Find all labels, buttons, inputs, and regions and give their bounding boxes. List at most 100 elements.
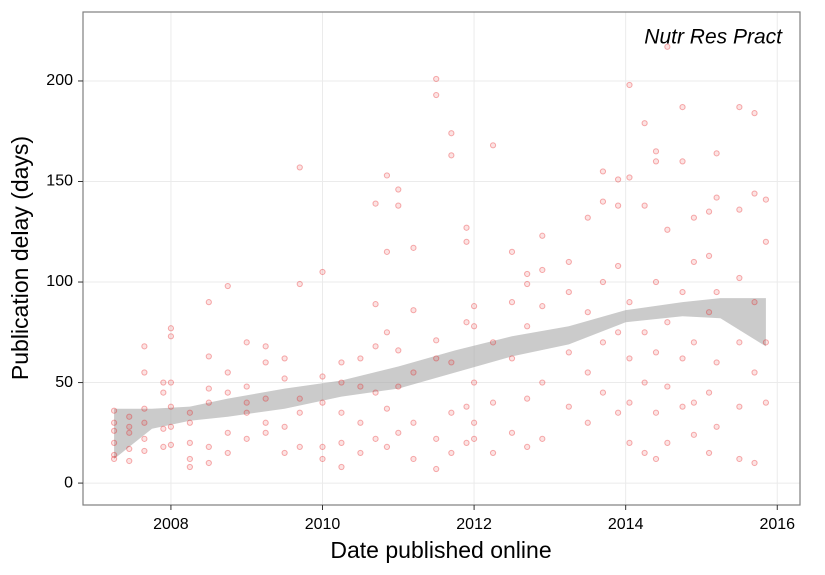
y-tick-label: 50 [55, 374, 73, 391]
point [186, 419, 193, 426]
x-tick-label: 2016 [759, 516, 795, 533]
point [762, 339, 769, 346]
point [664, 383, 671, 390]
point [281, 423, 288, 430]
point [713, 423, 720, 430]
point [448, 359, 455, 366]
point [679, 158, 686, 165]
point [383, 329, 391, 336]
point [690, 399, 697, 406]
point [110, 455, 118, 463]
point [141, 369, 148, 376]
point [679, 355, 686, 362]
x-tick-label: 2008 [153, 516, 189, 533]
point [167, 379, 175, 386]
point [383, 443, 391, 450]
point [433, 337, 440, 344]
point [652, 278, 660, 286]
point [463, 238, 470, 245]
point [762, 196, 769, 203]
point [448, 449, 455, 457]
point [524, 270, 531, 278]
point [126, 429, 133, 436]
point [614, 176, 622, 183]
point [524, 323, 531, 330]
point [705, 449, 713, 457]
point [614, 409, 622, 416]
point [679, 403, 686, 410]
point [205, 459, 212, 467]
point [126, 445, 133, 453]
point [652, 158, 660, 165]
point [489, 142, 497, 149]
point [539, 232, 546, 239]
point [470, 323, 478, 330]
point [736, 403, 743, 410]
point [167, 325, 175, 332]
point [372, 435, 379, 442]
point [762, 238, 769, 245]
point [205, 385, 212, 392]
point [433, 355, 440, 362]
point [110, 407, 118, 414]
point [641, 120, 648, 127]
point [664, 226, 671, 233]
point [433, 435, 440, 442]
point [383, 172, 391, 179]
point [141, 405, 148, 412]
point [186, 439, 193, 446]
point [470, 379, 478, 386]
point [565, 258, 572, 266]
point [410, 244, 417, 251]
point [713, 288, 720, 296]
point [410, 419, 417, 426]
point [641, 379, 648, 386]
point [690, 214, 697, 221]
point [641, 449, 648, 457]
point [205, 443, 212, 450]
point [243, 399, 250, 406]
point [383, 405, 391, 412]
point [626, 174, 633, 181]
point [338, 359, 345, 366]
point [126, 423, 133, 430]
point [489, 449, 497, 457]
point [372, 389, 379, 396]
point [705, 309, 713, 316]
point [539, 266, 546, 274]
point [599, 339, 607, 346]
point [186, 409, 193, 416]
point [224, 369, 231, 376]
point [448, 130, 455, 137]
x-tick-label: 2012 [456, 516, 492, 533]
point [599, 198, 607, 205]
point [395, 383, 402, 390]
point [395, 429, 402, 436]
point [262, 343, 269, 350]
point [296, 443, 303, 450]
point [463, 403, 470, 410]
point [539, 379, 546, 386]
point [338, 463, 345, 471]
point [224, 449, 231, 457]
point [690, 339, 697, 346]
point [539, 303, 546, 310]
point [224, 429, 231, 436]
point [470, 435, 478, 442]
point [652, 409, 660, 416]
point [160, 443, 167, 450]
point [205, 353, 212, 360]
point [679, 104, 686, 111]
point [160, 425, 167, 432]
point [338, 439, 345, 446]
y-axis-title: Publication delay (days) [7, 136, 33, 380]
point [713, 359, 720, 366]
point [357, 449, 364, 457]
point [713, 194, 720, 201]
point [736, 339, 743, 346]
point [281, 355, 288, 362]
point [463, 224, 470, 231]
point [126, 457, 133, 465]
y-tick-label: 200 [46, 72, 73, 89]
